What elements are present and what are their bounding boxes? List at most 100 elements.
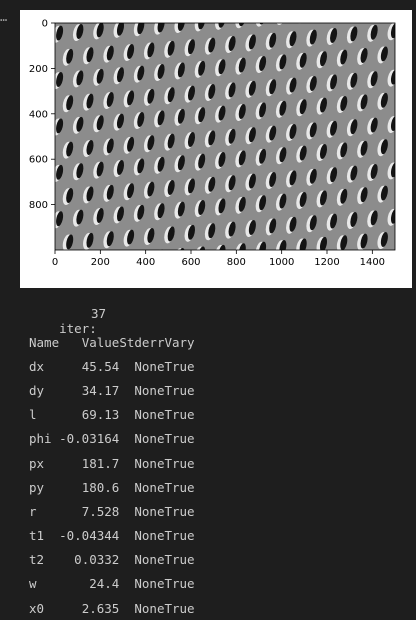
lattice-spot xyxy=(72,209,84,227)
param-stderr: None xyxy=(134,552,165,568)
lattice-spot xyxy=(203,268,216,287)
lattice-spot xyxy=(245,34,256,52)
lattice-spot xyxy=(21,10,34,24)
lattice-spot xyxy=(387,69,395,87)
header-vary: Vary xyxy=(164,334,195,350)
lattice-spot xyxy=(83,232,94,250)
lattice-spot xyxy=(112,252,125,271)
lattice-spot xyxy=(55,164,64,182)
lattice-spot xyxy=(387,208,395,226)
lattice-spot xyxy=(194,23,206,32)
lattice-spot xyxy=(154,156,165,174)
lattice-spot xyxy=(55,211,64,229)
lattice-spot xyxy=(103,231,114,249)
lattice-spot xyxy=(396,183,409,202)
lattice-spot xyxy=(346,72,358,90)
lattice-spot xyxy=(215,23,226,30)
lattice-spot xyxy=(326,120,338,138)
cell-output-collapse-marker[interactable]: … xyxy=(0,10,7,24)
param-name: dx xyxy=(29,358,45,374)
param-vary: True xyxy=(164,479,195,495)
lattice-spot xyxy=(184,85,195,103)
lattice-spot xyxy=(286,124,297,142)
lattice-spot xyxy=(204,37,216,55)
lattice-spot xyxy=(275,147,287,165)
lattice-spot xyxy=(245,220,256,238)
lattice-spot xyxy=(83,93,94,111)
lattice-spot xyxy=(356,279,369,288)
param-stderr: None xyxy=(134,431,165,447)
lattice-spot xyxy=(62,188,74,206)
lattice-spot xyxy=(367,24,378,42)
lattice-spot xyxy=(20,260,24,279)
lattice-spot xyxy=(396,229,409,248)
lattice-spot xyxy=(113,67,124,85)
lattice-spot xyxy=(123,90,135,108)
lattice-spot xyxy=(184,39,195,57)
lattice-spot xyxy=(164,180,175,198)
lattice-spot xyxy=(306,168,317,186)
lattice-spot xyxy=(20,74,24,93)
lattice-spot xyxy=(21,283,34,288)
table-row: t2 0.0332 None True xyxy=(29,548,195,572)
lattice-spot xyxy=(326,213,338,231)
param-name: dy xyxy=(29,382,45,398)
param-value: 180.6 xyxy=(81,479,120,495)
lattice-spot xyxy=(215,59,226,77)
lattice-spot xyxy=(123,136,135,154)
param-name: w xyxy=(29,576,37,592)
lattice-spot xyxy=(72,116,84,134)
lattice-spot xyxy=(113,113,124,131)
lattice-spot xyxy=(406,20,412,39)
lattice-spot xyxy=(255,148,267,166)
param-vary: True xyxy=(164,600,195,616)
lattice-spot xyxy=(133,204,145,222)
parameter-table: Name Value Stderr Vary dx 45.54 None True dy… xyxy=(29,330,195,620)
lattice-spot xyxy=(143,181,155,199)
lattice-spot xyxy=(154,23,165,35)
lattice-spot xyxy=(93,115,104,133)
param-vary: True xyxy=(164,382,195,398)
x-tick-label: 600 xyxy=(181,257,200,268)
param-vary: True xyxy=(164,552,195,568)
lattice-spot xyxy=(163,272,176,288)
lattice-spot xyxy=(174,108,185,126)
param-name: phi xyxy=(29,431,52,447)
param-name: l xyxy=(29,407,37,423)
lattice-spot xyxy=(275,54,287,72)
param-value: 0.0332 xyxy=(74,552,120,568)
lattice-spot xyxy=(377,139,388,157)
lattice-spot xyxy=(93,208,104,226)
lattice-spot xyxy=(346,257,359,276)
lattice-spot xyxy=(55,72,64,90)
lattice-spot xyxy=(296,99,307,117)
lattice-spot xyxy=(194,200,206,218)
lattice-spot xyxy=(225,82,236,100)
lattice-spot xyxy=(406,67,412,86)
param-name: r xyxy=(29,503,37,519)
lattice-spot xyxy=(286,216,297,234)
y-tick-label: 0 xyxy=(42,19,48,30)
lattice-spot xyxy=(377,46,388,64)
lattice-spot xyxy=(235,23,246,29)
param-stderr: None xyxy=(134,382,165,398)
lattice-spot xyxy=(93,68,104,86)
lattice-spot xyxy=(255,195,267,213)
lattice-spot xyxy=(183,10,196,11)
lattice-spot xyxy=(122,10,135,16)
y-tick-label: 400 xyxy=(29,109,48,120)
x-tick-label: 0 xyxy=(52,257,58,268)
lattice-spot xyxy=(396,90,409,109)
lattice-spot xyxy=(20,213,24,232)
header-stderr: Stderr xyxy=(119,334,165,350)
lattice-spot xyxy=(326,74,338,92)
lattice-spot xyxy=(275,193,287,211)
lattice-spot xyxy=(55,118,64,136)
param-stderr: None xyxy=(134,600,165,616)
lattice-spot xyxy=(163,10,176,12)
table-row: py 180.6 None True xyxy=(29,475,195,499)
lattice-spot xyxy=(154,64,165,82)
lattice-spot xyxy=(265,218,277,236)
lattice-spot xyxy=(143,88,155,106)
lattice-spot xyxy=(62,48,74,66)
